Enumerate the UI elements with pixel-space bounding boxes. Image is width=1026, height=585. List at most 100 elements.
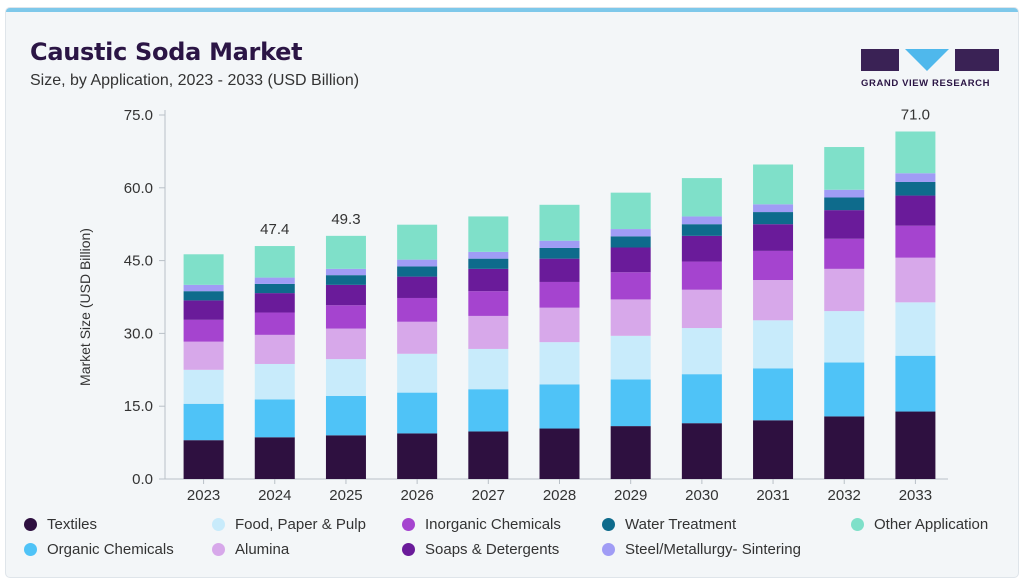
x-tick-label: 2030 [685, 487, 718, 504]
legend-label: Alumina [235, 541, 290, 558]
bar-segment-textiles-2027 [468, 431, 509, 479]
bar-segment-water-treatment-2031 [753, 212, 794, 225]
bar-segment-other-application-2030 [681, 178, 722, 217]
bar-segment-organic-chemicals-2027 [468, 389, 509, 432]
bar-segment-water-treatment-2033 [895, 181, 936, 196]
bar-segment-textiles-2029 [610, 426, 651, 479]
y-tick-label: 0.0 [132, 471, 153, 488]
x-tick-label: 2028 [543, 487, 576, 504]
bar-segment-steel-metallurgy-sintering-2033 [895, 173, 936, 182]
bar-segment-water-treatment-2024 [254, 283, 295, 294]
legend-item-soaps-detergents: Soaps & Detergents [402, 541, 559, 558]
bar-segment-soaps-detergents-2027 [468, 268, 509, 292]
logo-text: GRAND VIEW RESEARCH [861, 78, 991, 89]
legend-swatch [402, 518, 415, 531]
chart-title: Caustic Soda Market [30, 38, 303, 66]
bar-segment-soaps-detergents-2025 [325, 284, 366, 306]
y-tick-label: 75.0 [124, 107, 153, 124]
bar-segment-textiles-2032 [824, 416, 865, 479]
bar-segment-soaps-detergents-2030 [681, 235, 722, 262]
bar-segment-organic-chemicals-2026 [397, 392, 438, 434]
x-tick-label: 2026 [400, 487, 433, 504]
bar-segment-inorganic-chemicals-2027 [468, 291, 509, 316]
y-tick-label: 15.0 [124, 398, 153, 415]
legend-label: Inorganic Chemicals [425, 516, 561, 533]
bar-segment-organic-chemicals-2024 [254, 399, 295, 438]
bar-segment-other-application-2023 [183, 254, 224, 285]
bar-segment-alumina-2024 [254, 334, 295, 364]
x-tick-label: 2029 [614, 487, 647, 504]
bar-segment-other-application-2033 [895, 131, 936, 174]
bar-segment-inorganic-chemicals-2033 [895, 225, 936, 258]
y-tick-label: 60.0 [124, 180, 153, 197]
bar-segment-steel-metallurgy-sintering-2026 [397, 259, 438, 267]
legend-item-alumina: Alumina [212, 541, 289, 558]
bar-segment-inorganic-chemicals-2023 [183, 319, 224, 342]
bar-segment-soaps-detergents-2028 [539, 258, 580, 282]
total-value-label: 71.0 [901, 107, 930, 124]
bar-segment-inorganic-chemicals-2028 [539, 281, 580, 308]
bar-segment-soaps-detergents-2031 [753, 224, 794, 251]
bar-segment-other-application-2028 [539, 204, 580, 241]
legend-swatch [851, 518, 864, 531]
bar-segment-alumina-2032 [824, 268, 865, 312]
bar-segment-textiles-2025 [325, 435, 366, 479]
bar-segment-organic-chemicals-2031 [753, 368, 794, 421]
bar-segment-other-application-2029 [610, 192, 651, 230]
bar-segment-soaps-detergents-2026 [397, 276, 438, 298]
bar-segment-alumina-2025 [325, 328, 366, 360]
bar-segment-food-paper-pulp-2030 [681, 328, 722, 375]
bar-segment-organic-chemicals-2030 [681, 374, 722, 424]
legend-label: Food, Paper & Pulp [235, 516, 366, 533]
legend-item-other-application: Other Application [851, 516, 988, 533]
bar-segment-steel-metallurgy-sintering-2030 [681, 216, 722, 225]
bar-segment-steel-metallurgy-sintering-2031 [753, 204, 794, 213]
bar-segment-inorganic-chemicals-2029 [610, 272, 651, 300]
bar-segment-alumina-2027 [468, 315, 509, 349]
bar-segment-soaps-detergents-2024 [254, 293, 295, 313]
bar-segment-food-paper-pulp-2031 [753, 320, 794, 369]
bar-segment-steel-metallurgy-sintering-2025 [325, 268, 366, 276]
bar-segment-organic-chemicals-2032 [824, 362, 865, 417]
bar-segment-textiles-2023 [183, 440, 224, 479]
legend-label: Organic Chemicals [47, 541, 174, 558]
bar-segment-organic-chemicals-2025 [325, 396, 366, 436]
bar-segment-food-paper-pulp-2028 [539, 342, 580, 385]
legend-item-inorganic-chemicals: Inorganic Chemicals [402, 516, 561, 533]
bar-segment-alumina-2030 [681, 289, 722, 329]
bar-segment-textiles-2028 [539, 428, 580, 479]
bar-segment-alumina-2023 [183, 341, 224, 370]
legend-swatch [602, 518, 615, 531]
x-tick-label: 2033 [899, 487, 932, 504]
chart-subtitle: Size, by Application, 2023 - 2033 (USD B… [30, 72, 360, 89]
bar-segment-steel-metallurgy-sintering-2029 [610, 229, 651, 237]
bar-segment-other-application-2027 [468, 216, 509, 252]
legend-item-organic-chemicals: Organic Chemicals [24, 541, 174, 558]
bar-segment-water-treatment-2025 [325, 275, 366, 285]
x-tick-label: 2031 [756, 487, 789, 504]
y-axis-label: Market Size (USD Billion) [77, 228, 93, 386]
legend-swatch [402, 543, 415, 556]
bar-segment-soaps-detergents-2029 [610, 247, 651, 273]
bar-segment-textiles-2031 [753, 420, 794, 479]
bar-segment-food-paper-pulp-2024 [254, 363, 295, 400]
bar-segment-water-treatment-2026 [397, 266, 438, 277]
bar-segment-other-application-2025 [325, 235, 366, 269]
y-tick-label: 30.0 [124, 325, 153, 342]
bar-segment-organic-chemicals-2023 [183, 403, 224, 441]
bar-segment-alumina-2028 [539, 307, 580, 343]
legend-label: Soaps & Detergents [425, 541, 560, 558]
legend-label: Other Application [874, 516, 989, 533]
legend-swatch [602, 543, 615, 556]
bar-segment-inorganic-chemicals-2024 [254, 312, 295, 335]
y-tick-label: 45.0 [124, 253, 153, 270]
bar-segment-food-paper-pulp-2027 [468, 348, 509, 390]
bar-segment-water-treatment-2027 [468, 258, 509, 269]
legend-item-steel-metallurgy-sintering: Steel/Metallurgy- Sintering [602, 541, 801, 558]
bar-segment-alumina-2033 [895, 257, 936, 303]
bar-segment-steel-metallurgy-sintering-2023 [183, 284, 224, 292]
bar-segment-food-paper-pulp-2032 [824, 311, 865, 363]
bar-segment-other-application-2032 [824, 147, 865, 190]
bar-segment-textiles-2033 [895, 411, 936, 479]
